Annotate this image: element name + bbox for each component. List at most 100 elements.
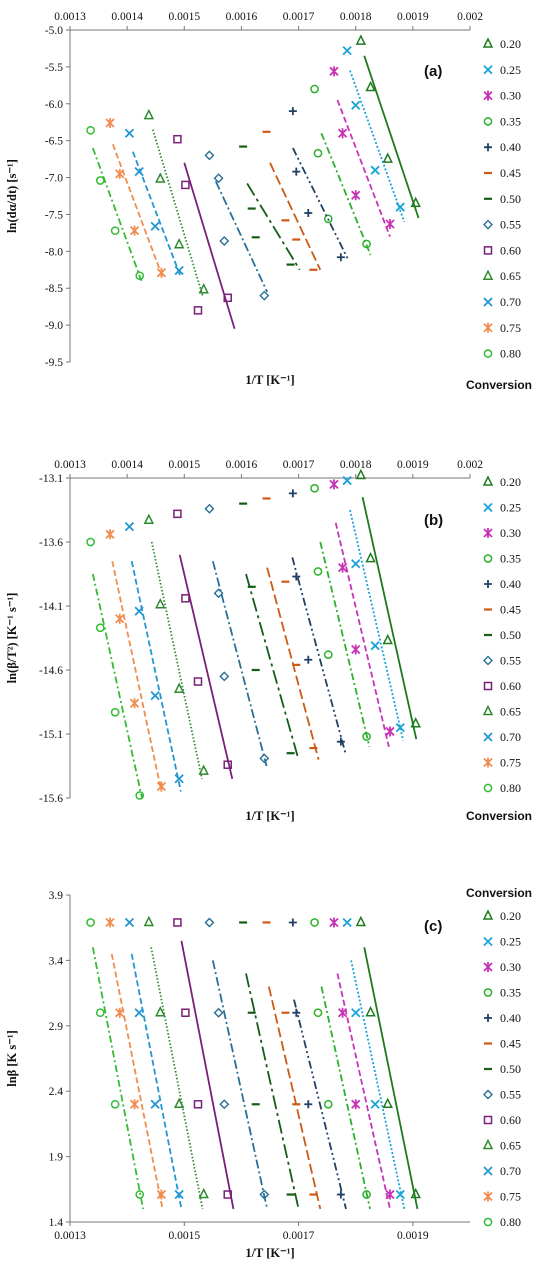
chart-panel-c: 0.0013 0.0015 0.0017 0.0019 3.9 3.4 2.9 2.4 1.9 1… [5,886,532,1260]
y-tick-label: -9.5 [45,357,63,369]
data-point [173,918,182,927]
x-axis-label: 1/T [K⁻¹] [245,809,294,823]
data-point [95,176,105,185]
legend-marker [482,704,494,716]
legend-label: 0.45 [500,603,521,617]
data-point [313,1008,323,1018]
data-point [173,238,185,249]
data-point [204,150,215,161]
data-point [219,671,230,682]
data-point [365,551,376,563]
data-point [259,1189,270,1200]
data-point [181,1008,190,1017]
data-point [115,168,125,179]
data-point [370,165,380,175]
y-tick-label: -8.5 [45,283,63,295]
fit-line [320,986,371,1210]
legend-marker [483,322,493,333]
x-tick-label: 0.0019 [397,11,429,23]
data-point [329,917,339,928]
y-tick-label: 1.4 [49,1217,64,1229]
data-point [351,1008,361,1018]
data-point [129,698,140,709]
data-point [310,84,319,94]
legend-label: 0.30 [500,89,521,103]
y-axis-label: ln(dα/dt) [s⁻¹] [5,159,19,233]
data-point [204,917,215,928]
data-point [193,677,203,686]
legend-label: 0.75 [500,321,521,335]
y-tick-label: -14.1 [39,601,63,613]
y-axis-label: ln(β/T²) [K⁻¹ s⁻¹] [5,593,19,684]
data-point [336,253,345,262]
data-point [362,1190,371,1199]
data-point [351,1099,361,1110]
series-0.70 [124,917,184,1210]
y-tick-label: 2.4 [49,1086,64,1098]
legend-marker [482,475,494,486]
fit-line [269,162,322,271]
x-tick-label: 0.0018 [340,459,372,471]
y-tick-label: -15.1 [39,729,63,741]
y-tick-label: -7.0 [45,173,63,185]
data-point [310,483,319,493]
x-axis-label: 1/T [K⁻¹] [245,1246,294,1260]
legend-marker [482,909,494,920]
data-point [173,682,185,693]
data-point [156,781,167,792]
fit-line [361,497,418,740]
y-tick-label: 1.9 [49,1152,64,1164]
y-tick-label: -6.5 [45,136,63,148]
data-point [323,1099,333,1109]
fit-line [319,541,371,748]
data-point [135,271,145,281]
series-0.65 [143,915,209,1210]
data-point [219,236,230,246]
fit-line [112,144,164,278]
data-point [174,265,184,276]
data-point [292,1008,301,1017]
fit-line [110,953,164,1210]
x-tick-label: 0.0016 [226,459,258,471]
legend-marker [483,655,493,666]
data-point [86,537,95,547]
fit-line [245,973,300,1210]
series-0.25 [342,917,406,1210]
data-point [385,726,395,737]
data-point [365,1006,376,1017]
fit-line [178,554,234,780]
data-point [193,306,203,315]
data-point [313,148,323,158]
data-point [351,190,361,201]
data-point [355,34,367,45]
legend-marker [483,1115,493,1125]
y-tick-label: -5.5 [45,62,63,74]
data-point [115,613,125,624]
fit-line [211,560,268,767]
data-point [410,196,421,208]
data-point [219,1099,230,1110]
data-point [124,128,135,138]
series-0.75 [105,529,167,792]
legend-label: 0.60 [500,1113,521,1127]
data-point [223,1190,232,1199]
series-0.40 [288,107,349,262]
data-point [105,917,115,928]
x-tick-label: 0.0016 [226,11,258,23]
series-0.50 [239,502,300,760]
data-point [193,1100,203,1109]
data-point [382,1097,393,1109]
legend-label: 0.80 [500,1215,521,1229]
y-tick-label: 3.9 [49,890,64,902]
x-tick-label: 0.0017 [283,459,315,471]
data-point [288,918,297,927]
series-0.80 [86,125,145,282]
legend-label: 0.80 [500,347,521,361]
legend-title: Conversion [466,809,532,823]
data-point [385,1189,395,1200]
data-point [365,80,376,92]
data-point [150,690,160,701]
fit-line [246,182,301,271]
legend-title: Conversion [466,886,532,900]
